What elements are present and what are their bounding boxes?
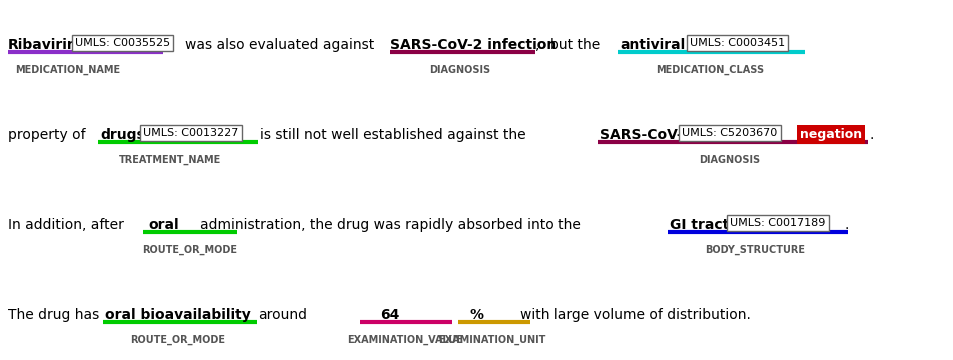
Text: oral: oral <box>148 218 178 232</box>
Text: but the: but the <box>550 38 599 52</box>
Text: administration, the drug was rapidly absorbed into the: administration, the drug was rapidly abs… <box>200 218 580 232</box>
Text: ROUTE_OR_MODE: ROUTE_OR_MODE <box>142 245 237 255</box>
Text: BODY_STRUCTURE: BODY_STRUCTURE <box>704 245 804 255</box>
Text: drugs: drugs <box>100 128 145 142</box>
Text: UMLS: C0003451: UMLS: C0003451 <box>689 38 784 48</box>
Text: with large volume of distribution.: with large volume of distribution. <box>519 308 750 322</box>
Text: property of: property of <box>8 128 86 142</box>
Text: ,: , <box>535 38 538 52</box>
Text: around: around <box>257 308 307 322</box>
Text: MEDICATION_CLASS: MEDICATION_CLASS <box>656 65 763 75</box>
Text: UMLS: C0035525: UMLS: C0035525 <box>75 38 170 48</box>
Text: EXAMINATION_UNIT: EXAMINATION_UNIT <box>437 335 545 345</box>
Text: is still not well established against the: is still not well established against th… <box>260 128 525 142</box>
Text: .: . <box>869 128 874 142</box>
Text: UMLS: C5203670: UMLS: C5203670 <box>681 128 777 138</box>
Text: DIAGNOSIS: DIAGNOSIS <box>699 155 760 165</box>
Text: 64: 64 <box>379 308 399 322</box>
Text: UMLS: C0017189: UMLS: C0017189 <box>729 218 824 228</box>
Text: ROUTE_OR_MODE: ROUTE_OR_MODE <box>131 335 225 345</box>
Text: .: . <box>844 218 848 232</box>
Text: TREATMENT_NAME: TREATMENT_NAME <box>119 155 221 165</box>
Text: EXAMINATION_VALUE: EXAMINATION_VALUE <box>347 335 462 345</box>
Text: oral bioavailability: oral bioavailability <box>105 308 251 322</box>
Text: was also evaluated against: was also evaluated against <box>185 38 374 52</box>
Text: %: % <box>470 308 483 322</box>
Text: SARS-CoV-2: SARS-CoV-2 <box>599 128 692 142</box>
Text: MEDICATION_NAME: MEDICATION_NAME <box>15 65 120 75</box>
Text: DIAGNOSIS: DIAGNOSIS <box>429 65 490 75</box>
Text: antiviral: antiviral <box>619 38 684 52</box>
Text: Ribavirin: Ribavirin <box>8 38 77 52</box>
Text: SARS-CoV-2 infection: SARS-CoV-2 infection <box>390 38 556 52</box>
Text: negation: negation <box>800 128 862 141</box>
Text: In addition, after: In addition, after <box>8 218 124 232</box>
Text: UMLS: C0013227: UMLS: C0013227 <box>143 128 238 138</box>
Text: GI tract: GI tract <box>669 218 728 232</box>
Text: The drug has: The drug has <box>8 308 99 322</box>
